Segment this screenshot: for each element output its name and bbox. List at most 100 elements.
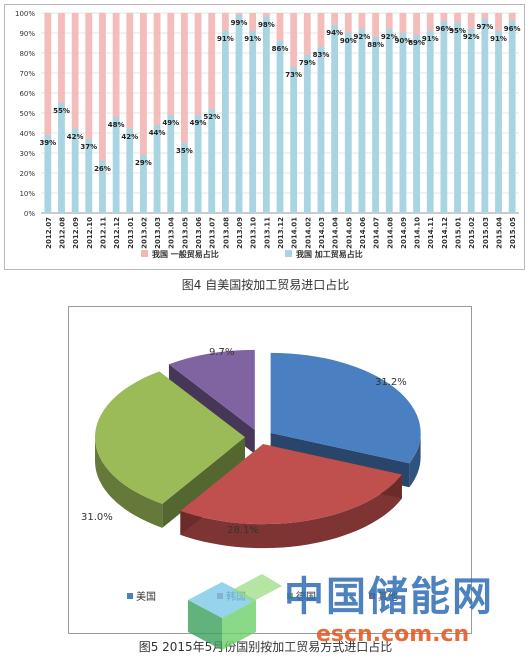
- x-tick-label: 2013.05: [181, 217, 189, 249]
- bar-general-trade-2012.08: [58, 13, 65, 103]
- bar-processing-trade-2015.04: [495, 31, 502, 213]
- bar-general-trade-2014.04: [331, 13, 339, 25]
- bar-general-trade-2014.07: [372, 13, 380, 37]
- bar-processing-trade-2014.09: [399, 33, 407, 213]
- watermark-logo-icon: [188, 574, 282, 650]
- pie-slice-top: [168, 349, 255, 430]
- x-tick-label: 2012.08: [58, 217, 66, 249]
- bar-general-trade-2013.02: [140, 13, 147, 155]
- data-label: 92%: [354, 33, 371, 41]
- data-label: 39%: [39, 139, 56, 147]
- data-label: 92%: [381, 33, 398, 41]
- bar-general-trade-2014.01: [290, 13, 298, 67]
- bar-general-trade-2014.03: [317, 13, 325, 47]
- pie-slice-side: [95, 437, 163, 528]
- bar-general-trade-2013.12: [276, 13, 284, 41]
- data-label: 83%: [313, 51, 330, 59]
- bar-processing-trade-2014.07: [372, 37, 380, 213]
- y-tick-label: 10%: [19, 190, 35, 198]
- data-label: 97%: [476, 23, 493, 31]
- x-tick-label: 2015.04: [496, 217, 504, 249]
- bar-processing-trade-2013.01: [126, 129, 134, 213]
- y-tick-label: 50%: [19, 110, 35, 118]
- pie-slice-top: [270, 352, 421, 464]
- pie-slice-韩国: [180, 444, 402, 549]
- bar-processing-trade-2014.05: [344, 33, 352, 213]
- bar-processing-trade-2012.08: [58, 103, 65, 213]
- bar-general-trade-2014.11: [426, 13, 434, 31]
- data-label: 79%: [299, 59, 316, 67]
- data-label: 44%: [149, 129, 166, 137]
- data-label: 52%: [203, 113, 220, 121]
- bar-general-trade-2015.02: [467, 13, 475, 29]
- x-tick-label: 2013.08: [222, 217, 230, 249]
- bar-general-trade-2015.05: [508, 13, 516, 21]
- bar-general-trade-2013.06: [194, 13, 202, 115]
- bar-general-trade-2014.05: [344, 13, 352, 33]
- bar-processing-trade-2014.11: [426, 31, 434, 213]
- legend-swatch-其他: [369, 593, 375, 599]
- bar-general-trade-2013.09: [235, 13, 243, 15]
- bar-general-trade-2015.03: [481, 13, 489, 19]
- data-label: 90%: [340, 37, 357, 45]
- x-tick-label: 2012.07: [45, 217, 53, 249]
- bar-processing-trade-2013.05: [180, 143, 188, 213]
- x-tick-label: 2014.04: [332, 217, 340, 249]
- data-label: 91%: [244, 35, 261, 43]
- y-tick-label: 90%: [19, 30, 35, 38]
- data-label: 91%: [490, 35, 507, 43]
- legend-label: 德国: [296, 590, 316, 603]
- bar-processing-trade-2014.06: [358, 29, 366, 213]
- bar-general-trade-2014.10: [413, 13, 420, 35]
- x-tick-label: 2014.03: [318, 217, 326, 249]
- x-tick-label: 2014.08: [386, 217, 394, 249]
- pie-slice-wall: [162, 437, 246, 528]
- legend-label: 美国: [136, 590, 156, 603]
- bar-chart: 0% 10% 20% 30% 40% 50% 60% 70% 80% 90% 100% 39% 2012…: [15, 10, 521, 259]
- bar-processing-trade-2013.11: [262, 17, 270, 213]
- bar-processing-trade-2015.03: [481, 19, 489, 213]
- y-tick-label: 80%: [19, 50, 35, 58]
- x-tick-label: 2015.02: [468, 217, 476, 249]
- x-tick-label: 2014.06: [359, 217, 367, 249]
- x-tick-label: 2013.03: [154, 217, 162, 249]
- bar-processing-trade-2013.10: [249, 31, 257, 213]
- legend-label-processing-trade: 我国 加工贸易占比: [296, 249, 363, 259]
- data-label: 49%: [190, 119, 207, 127]
- figure4-caption: 图4 自美国按加工贸易进口占比: [181, 278, 350, 292]
- x-tick-label: 2015.03: [482, 217, 490, 249]
- bar-processing-trade-2015.01: [454, 23, 461, 213]
- data-label: 99%: [231, 19, 248, 27]
- pie-chart-panel: 31.2%28.1%31.0%9.7%美国韩国德国其他: [68, 306, 472, 634]
- data-label: 96%: [504, 25, 521, 33]
- x-tick-label: 2013.06: [195, 217, 203, 249]
- bar-general-trade-2014.12: [440, 13, 448, 21]
- data-label: 26%: [94, 165, 111, 173]
- bar-processing-trade-2014.02: [303, 55, 311, 213]
- x-tick-label: 2014.09: [400, 217, 408, 249]
- x-tick-label: 2012.11: [99, 217, 107, 249]
- data-label: 86%: [272, 45, 289, 53]
- bar-processing-trade-2012.09: [71, 129, 79, 213]
- data-label: 42%: [121, 133, 138, 141]
- bar-general-trade-2012.07: [44, 13, 52, 135]
- watermark-url: escn.com.cn: [316, 622, 470, 647]
- watermark-title: 中国储能网: [284, 573, 494, 620]
- data-label: 98%: [258, 21, 275, 29]
- bar-general-trade-2012.11: [99, 13, 106, 161]
- y-tick-label: 0%: [24, 210, 35, 218]
- site-watermark: 中国储能网 escn.com.cn: [176, 560, 528, 656]
- pie-slice-德国: [95, 371, 246, 528]
- bar-general-trade-2013.03: [153, 13, 161, 125]
- x-tick-label: 2013.07: [209, 217, 217, 249]
- bar-general-trade-2013.11: [262, 13, 270, 17]
- legend-label: 其他: [378, 590, 398, 603]
- bar-general-trade-2015.01: [454, 13, 461, 23]
- x-tick-label: 2013.11: [263, 217, 271, 249]
- x-tick-label: 2013.04: [168, 217, 176, 249]
- x-tick-label: 2015.01: [455, 217, 463, 249]
- data-label: 92%: [463, 33, 480, 41]
- bar-processing-trade-2012.10: [85, 139, 93, 213]
- x-tick-label: 2014.12: [441, 217, 449, 249]
- x-tick-label: 2013.12: [277, 217, 285, 249]
